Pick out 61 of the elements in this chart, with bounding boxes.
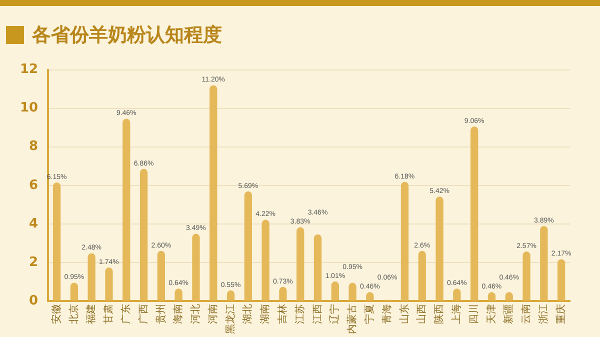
x-tick-label: 湖北 [242, 304, 254, 324]
x-tick-label: 河南 [206, 304, 219, 324]
x-tick-label: 山东 [398, 304, 410, 324]
x-tick-label: 青海 [380, 304, 393, 324]
y-tick-label: 8 [29, 139, 38, 154]
x-tick-label: 新疆 [502, 304, 515, 324]
bar [244, 191, 252, 300]
x-tick-label: 辽宁 [328, 304, 341, 324]
y-tick-label: 6 [29, 178, 38, 193]
bar [157, 250, 165, 300]
bar [314, 234, 322, 300]
y-tick-label: 0 [29, 293, 38, 308]
bar [279, 286, 287, 300]
x-tick-label: 浙江 [538, 304, 550, 324]
bar [522, 251, 530, 300]
x-tick-label: 甘肃 [102, 304, 115, 324]
bar [52, 182, 61, 300]
bar [105, 267, 113, 300]
bar [262, 220, 270, 300]
x-tick-label: 江西 [311, 304, 324, 324]
x-tick-label: 宁夏 [364, 304, 376, 324]
bar [418, 250, 426, 300]
bar [400, 182, 409, 300]
x-tick-label: 安徽 [50, 304, 62, 324]
x-tick-label: 福建 [85, 304, 98, 324]
bar [140, 168, 148, 300]
bar [470, 126, 478, 300]
x-tick-label: 重庆 [554, 304, 567, 324]
chart-title: 各省份羊奶粉认知程度 [32, 23, 222, 48]
bar [88, 253, 96, 300]
x-tick-label: 广东 [120, 304, 132, 324]
x-tick-label: 山西 [416, 304, 428, 324]
y-tick-label: 2 [29, 254, 38, 270]
x-tick-label: 吉林 [276, 304, 289, 324]
x-tick-label: 贵州 [154, 304, 167, 324]
x-tick-label: 湖南 [259, 304, 272, 324]
bar [192, 234, 200, 300]
x-tick-label: 海南 [172, 304, 184, 324]
x-tick-label: 四川 [468, 304, 480, 324]
x-tick-label: 内蒙古 [346, 304, 358, 334]
bar [557, 259, 566, 300]
bar [348, 282, 356, 300]
x-tick-label: 陕西 [433, 304, 446, 324]
x-tick-label: 云南 [520, 304, 532, 324]
y-tick-label: 4 [29, 216, 38, 232]
x-tick-label: 河北 [190, 304, 202, 324]
y-tick-label: 12 [20, 62, 38, 78]
bar [70, 282, 78, 300]
x-tick-label: 广西 [137, 304, 150, 324]
x-tick-label: 天津 [485, 304, 498, 324]
x-tick-label: 上海 [450, 304, 463, 324]
x-tick-label: 黑龙江 [224, 304, 236, 334]
bar [436, 196, 444, 300]
bar [296, 227, 304, 300]
x-tick-label: 北京 [68, 304, 80, 324]
x-tick-label: 江苏 [294, 304, 306, 324]
bar [540, 226, 548, 300]
bar [122, 118, 130, 300]
y-tick-label: 10 [20, 100, 38, 116]
bar [331, 282, 339, 300]
bar [210, 85, 218, 300]
